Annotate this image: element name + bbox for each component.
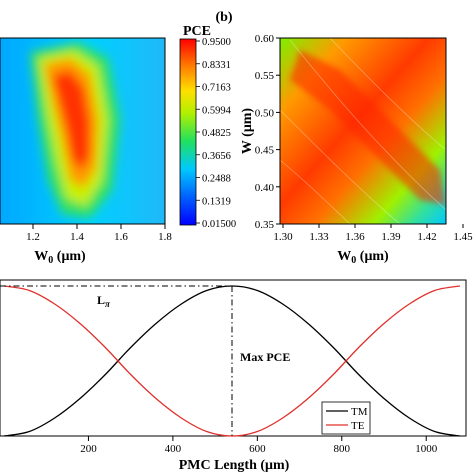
bottom-x-tick-label: 400: [165, 443, 182, 455]
right-y-tick-label: 0.60: [255, 33, 275, 45]
left-x-tick-label: 1.6: [114, 231, 128, 243]
left-x-axis-label: W0 (μm): [34, 249, 86, 266]
left-heatmap: 1.2 1.4 1.6 1.8 W0 (μm): [0, 37, 172, 266]
left-contour-red: [52, 70, 90, 170]
right-x-axis-label: W0 (μm): [337, 249, 389, 266]
left-x-tick-label: 1.2: [26, 231, 40, 243]
left-x-tick-label: 1.4: [70, 231, 84, 243]
bottom-x-tick-label: 600: [249, 443, 266, 455]
legend-tm-label: TM: [351, 406, 368, 418]
right-x-tick-label: 1.30: [273, 231, 293, 243]
colorbar-tick-label: 0.3656: [202, 151, 231, 162]
l-pi-annotation: Lπ: [97, 293, 111, 309]
legend-box: [321, 401, 371, 435]
left-plot-frame: [0, 37, 166, 225]
right-contour-line: [289, 39, 446, 211]
right-contour-red: [290, 50, 446, 205]
panel-label: (b): [215, 10, 232, 25]
right-contour-line: [280, 109, 401, 224]
right-y-tick-label: 0.50: [255, 107, 275, 119]
right-heatmap: 1.30 1.33 1.36 1.39 1.42 1.45 0.60 0.55 0.50 0.4…: [240, 33, 473, 266]
bottom-x-tick-label: 800: [334, 443, 351, 455]
bottom-x-tick-label: 1000: [415, 443, 438, 455]
colorbar-tick-label: 0.5994: [202, 105, 232, 116]
colorbar-tick-label: 0.2488: [202, 174, 231, 185]
right-y-axis-label: W (μm): [240, 108, 255, 155]
right-y-tick-label: 0.40: [255, 182, 275, 194]
max-pce-annotation: Max PCE: [240, 350, 290, 364]
bottom-x-axis-label: PMC Length (μm): [179, 458, 290, 473]
left-x-tick-label: 1.8: [158, 231, 172, 243]
bottom-x-tick-label: 200: [80, 443, 97, 455]
legend-te-label: TE: [351, 420, 365, 432]
colorbar: PCE 0.9500 0.8331 0.7163 0.5994 0.4825 0.3656…: [179, 24, 236, 230]
bottom-plot-frame: [0, 279, 467, 437]
right-y-tick-label: 0.45: [255, 145, 275, 157]
right-x-tick-label: 1.36: [345, 231, 365, 243]
colorbar-tick-label: 0.7163: [202, 83, 231, 94]
colorbar-tick-label: 0.01500: [202, 219, 236, 230]
right-contour-line: [280, 159, 351, 224]
right-plot-frame: [279, 37, 447, 225]
colorbar-tick-label: 0.1319: [202, 196, 231, 207]
right-x-tick-label: 1.42: [417, 231, 436, 243]
right-y-tick-label: 0.55: [255, 70, 275, 82]
right-contour-line: [329, 38, 446, 151]
legend: TM TE: [321, 401, 371, 435]
colorbar-tick-label: 0.9500: [202, 37, 231, 48]
right-x-tick-label: 1.33: [309, 231, 329, 243]
right-x-tick-label: 1.45: [453, 231, 473, 243]
colorbar-title: PCE: [183, 24, 211, 39]
colorbar-tick-label: 0.8331: [202, 60, 231, 71]
colorbar-gradient: [179, 38, 197, 226]
colorbar-tick-label: 0.4825: [202, 128, 231, 139]
right-y-tick-label: 0.35: [255, 219, 275, 231]
bottom-line-chart: Lπ Max PCE 200 400 600 800 1000 TM TE PMC Le…: [0, 279, 467, 473]
right-x-tick-label: 1.39: [381, 231, 401, 243]
